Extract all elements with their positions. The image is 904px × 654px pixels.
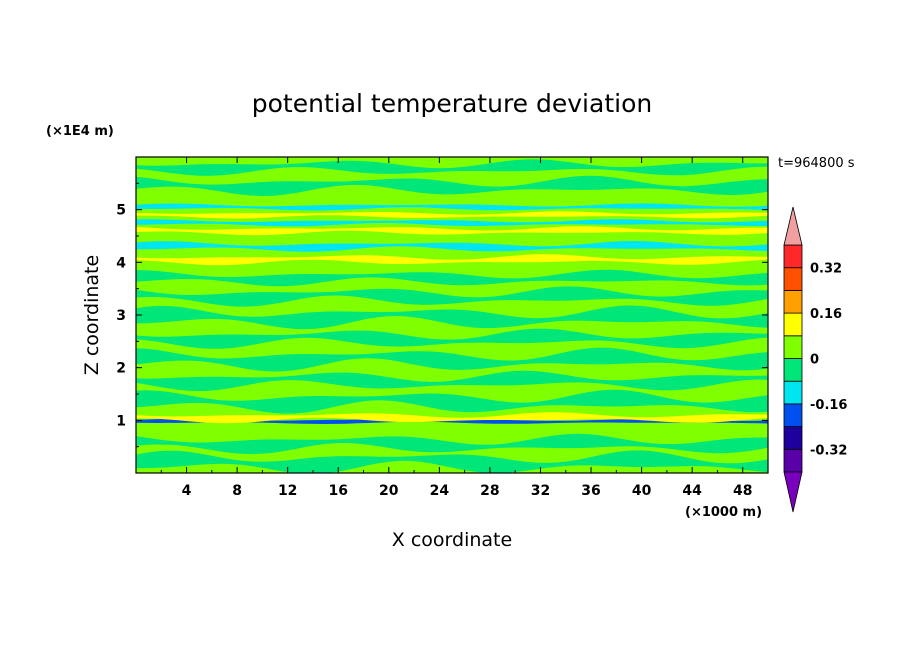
x-tick-label: 32 [531,483,550,499]
x-unit-label: (×1000 m) [685,505,762,520]
colorbar-segment [783,289,803,314]
field-band-12 [136,241,768,252]
x-tick-label: 36 [581,483,600,499]
x-tick-label: 4 [182,483,192,499]
x-tick-label: 24 [430,483,450,499]
y-tick-label: 2 [116,361,126,377]
field-band-3 [136,412,768,424]
colorbar-segment [783,267,803,291]
field-band-4 [136,389,768,414]
x-tick-label: 8 [232,483,242,499]
colorbar-tick-label: -0.16 [810,398,847,413]
x-tick-label: 44 [682,483,702,499]
y-tick-label: 5 [116,203,126,219]
field-band-9 [136,286,768,307]
field-band-7 [136,328,768,349]
field-band-6 [136,347,768,372]
x-tick-label: 20 [379,483,399,499]
field-band-1 [136,433,768,455]
x-tick-label: 48 [733,483,752,499]
colorbar-tick-label: 0.16 [810,307,842,322]
time-label: t=964800 s [778,156,855,171]
x-tick-label: 28 [480,483,499,499]
chart-title: potential temperature deviation [252,89,652,118]
colorbar-segment [783,380,803,405]
plot-area [136,157,768,473]
field-band-15 [136,211,768,219]
field-band-10 [136,269,768,287]
field-band-17 [136,175,768,196]
y-axis-ticks: 1 2 3 4 5 [116,182,768,448]
colorbar-segment [783,312,803,337]
field-band-5 [136,370,768,392]
y-axis-label: Z coordinate [81,255,103,375]
field-band-14 [136,219,768,227]
colorbar-tick-label: -0.32 [810,443,847,458]
x-tick-label: 16 [328,483,347,499]
colorbar-tick-label: 0.32 [810,262,842,277]
y-tick-label: 3 [116,308,126,324]
colorbar-tick-label: 0 [810,353,819,368]
y-unit-label: (×1E4 m) [46,124,114,139]
x-tick-label: 40 [632,483,652,499]
x-tick-label: 12 [278,483,297,499]
field-band-16 [136,203,768,211]
colorbar-segment [783,358,803,382]
colorbar-segment [783,335,803,359]
colorbar-segment [783,403,803,427]
colorbar-segment [783,448,803,473]
field-band-0 [136,450,768,473]
field-band-2 [136,418,768,424]
colorbar-over-arrow [783,206,803,246]
x-axis-label: X coordinate [392,529,512,551]
field-band-11 [136,254,768,266]
y-tick-label: 4 [116,255,126,271]
field-band-8 [136,305,768,330]
x-axis-ticks: 4 8 12 16 20 24 28 32 36 40 44 48 [160,157,752,499]
colorbar-segment [783,426,803,450]
y-tick-label: 1 [116,413,126,429]
field-band-13 [136,226,768,236]
colorbar-under-arrow [783,471,803,513]
colorbar: 0.32 0.16 0 -0.16 -0.32 [783,206,847,513]
field-band-18 [136,159,768,176]
colorbar-segment [783,244,803,269]
